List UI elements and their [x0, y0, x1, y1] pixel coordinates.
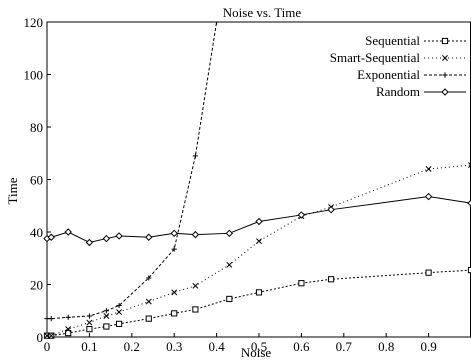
x-tick-label: 0.9	[420, 339, 436, 354]
x-tick-label: 0.1	[81, 339, 97, 354]
legend-label: Smart-Sequential	[330, 50, 421, 65]
series-exponential	[44, 22, 220, 322]
x-tick-label: 0.4	[208, 339, 225, 354]
x-tick-label: 0.2	[124, 339, 140, 354]
legend-label: Random	[376, 84, 420, 99]
data-point-sequential	[65, 329, 72, 337]
axes: 0 20 40 60 80 100 120 0 0.1 0.2 0.3 0.4 0.5 0.6 0.7 0.8…	[24, 15, 471, 354]
chart-title: Noise vs. Time	[223, 5, 302, 20]
x-tick-label: 0.6	[293, 339, 310, 354]
series-smart-sequential	[44, 162, 471, 339]
data-point-smart-sequential	[256, 238, 262, 245]
data-point-sequential	[103, 323, 110, 330]
data-point-smart-sequential	[48, 332, 55, 339]
data-point-smart-sequential	[86, 319, 93, 326]
legend-marker	[441, 88, 449, 96]
data-point-sequential	[171, 310, 178, 317]
legend-item-smart-sequential: Smart-Sequential	[330, 50, 466, 65]
data-point-sequential	[86, 326, 93, 333]
data-point-smart-sequential	[103, 313, 110, 319]
data-point-random	[85, 238, 94, 247]
data-point-exponential	[214, 22, 220, 25]
series-line-sequential	[47, 269, 471, 337]
data-point-sequential	[298, 280, 305, 287]
x-tick-label: 0	[44, 339, 51, 354]
data-point-sequential	[226, 295, 233, 303]
legend-marker	[442, 55, 448, 61]
legend-item-random: Random	[376, 84, 466, 99]
data-point-exponential	[171, 246, 177, 252]
data-point-smart-sequential	[468, 162, 471, 169]
series-random	[43, 192, 471, 247]
legend: Sequential Smart-Sequential Exponential Ran…	[330, 33, 466, 99]
data-point-exponential	[103, 308, 109, 314]
legend-label: Sequential	[365, 33, 420, 48]
data-point-exponential	[116, 302, 122, 309]
data-point-random	[102, 234, 111, 243]
y-tick-label: 100	[24, 68, 44, 83]
y-tick-label: 80	[30, 120, 43, 135]
data-point-random	[170, 229, 178, 238]
data-point-random	[467, 199, 471, 207]
series-line-exponential	[47, 22, 218, 320]
data-point-exponential	[65, 314, 71, 320]
legend-marker	[441, 37, 449, 45]
data-point-sequential	[145, 315, 152, 322]
x-tick-label: 0.7	[336, 339, 353, 354]
data-point-smart-sequential	[425, 166, 432, 172]
x-axis-title: Noise	[241, 345, 272, 360]
data-point-smart-sequential	[226, 261, 233, 268]
data-point-random	[327, 205, 335, 214]
legend-item-sequential: Sequential	[365, 33, 466, 48]
data-point-sequential	[425, 269, 432, 276]
data-point-exponential	[48, 316, 54, 322]
y-tick-label: 20	[30, 278, 43, 293]
series-line-smart-sequential	[47, 164, 471, 337]
data-point-random	[145, 233, 153, 241]
data-point-sequential	[115, 320, 123, 327]
x-tick-label: 0.8	[378, 339, 394, 354]
x-tick-label: 0.3	[166, 339, 182, 354]
data-point-random	[255, 217, 263, 226]
data-point-smart-sequential	[65, 326, 72, 333]
data-point-random	[191, 230, 200, 239]
data-point-random	[115, 232, 123, 240]
y-tick-label: 40	[30, 225, 43, 240]
y-tick-label: 0	[37, 330, 44, 345]
data-point-smart-sequential	[171, 289, 178, 296]
data-point-random	[297, 211, 306, 219]
data-point-random	[225, 229, 234, 238]
data-point-exponential	[86, 313, 92, 319]
y-tick-label: 120	[24, 15, 44, 30]
legend-item-exponential: Exponential	[357, 67, 466, 82]
legend-label: Exponential	[357, 67, 420, 82]
data-point-exponential	[192, 153, 198, 159]
data-point-sequential	[192, 306, 199, 313]
y-axis-title: Time	[5, 177, 20, 204]
legend-marker	[442, 72, 448, 78]
data-point-smart-sequential	[145, 298, 152, 305]
data-point-sequential	[327, 276, 335, 283]
y-tick-label: 60	[30, 173, 43, 188]
series-sequential	[43, 266, 471, 339]
x-tick-label: 0.5	[251, 339, 267, 354]
data-point-random	[424, 192, 433, 201]
data-point-exponential	[146, 275, 152, 281]
data-point-random	[47, 233, 55, 241]
data-point-sequential	[255, 289, 263, 296]
data-point-smart-sequential	[192, 282, 199, 289]
data-point-smart-sequential	[116, 309, 123, 316]
series-group	[43, 22, 471, 339]
data-point-random	[64, 228, 72, 236]
data-point-smart-sequential	[44, 332, 50, 339]
